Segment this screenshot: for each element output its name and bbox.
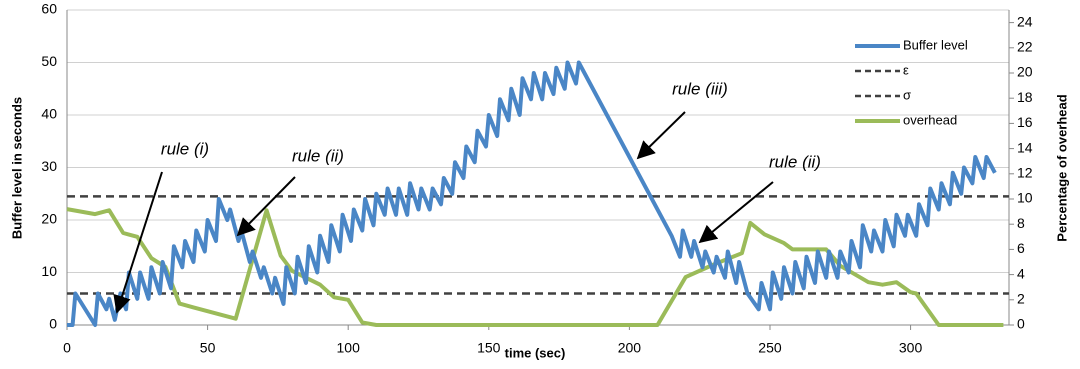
y2-tick-label: 16 — [1017, 114, 1033, 130]
x-tick-label: 200 — [618, 340, 642, 356]
annotation-arrow — [113, 171, 163, 314]
x-tick-label: 150 — [477, 340, 501, 356]
x-tick-label: 250 — [758, 340, 782, 356]
y2-tick-label: 4 — [1017, 265, 1025, 281]
x-tick-label: 300 — [899, 340, 923, 356]
y-tick-label: 30 — [41, 158, 57, 174]
annotation-arrow — [698, 181, 774, 244]
y2-tick-label: 8 — [1017, 215, 1025, 231]
y2-tick-label: 0 — [1017, 316, 1025, 332]
y-axis-label: Buffer level in seconds — [9, 97, 24, 239]
y2-tick-label: 18 — [1017, 89, 1033, 105]
y2-tick-label: 14 — [1017, 139, 1033, 155]
annotation: rule (i) — [161, 139, 209, 158]
y-tick-label: 0 — [49, 316, 57, 332]
annotation-arrow — [236, 176, 296, 237]
annotation: rule (iii) — [672, 79, 728, 98]
y2-tick-label: 10 — [1017, 190, 1033, 206]
legend-label: σ — [903, 87, 911, 102]
y-tick-label: 50 — [41, 53, 57, 69]
y2-tick-label: 22 — [1017, 39, 1033, 55]
x-tick-label: 100 — [337, 340, 361, 356]
y2-tick-label: 6 — [1017, 240, 1025, 256]
y-tick-label: 40 — [41, 106, 57, 122]
y2-tick-label: 12 — [1017, 165, 1033, 181]
y2-tick-label: 20 — [1017, 64, 1033, 80]
y-tick-label: 60 — [41, 1, 57, 17]
legend-label: overhead — [903, 112, 957, 127]
y-tick-label: 20 — [41, 211, 57, 227]
series-line — [67, 60, 997, 327]
annotation: rule (ii) — [769, 152, 821, 171]
y2-tick-label: 2 — [1017, 291, 1025, 307]
annotation: rule (ii) — [292, 146, 344, 165]
x-tick-label: 0 — [63, 340, 71, 356]
x-tick-label: 50 — [200, 340, 216, 356]
y2-axis-label: Percentage of overhead — [1054, 94, 1069, 241]
legend-label: ε — [903, 62, 909, 77]
y2-tick-label: 24 — [1017, 13, 1033, 29]
y-tick-label: 10 — [41, 263, 57, 279]
annotation-arrow — [636, 111, 686, 160]
legend-label: Buffer level — [903, 37, 968, 52]
x-axis-label: time (sec) — [505, 345, 566, 360]
